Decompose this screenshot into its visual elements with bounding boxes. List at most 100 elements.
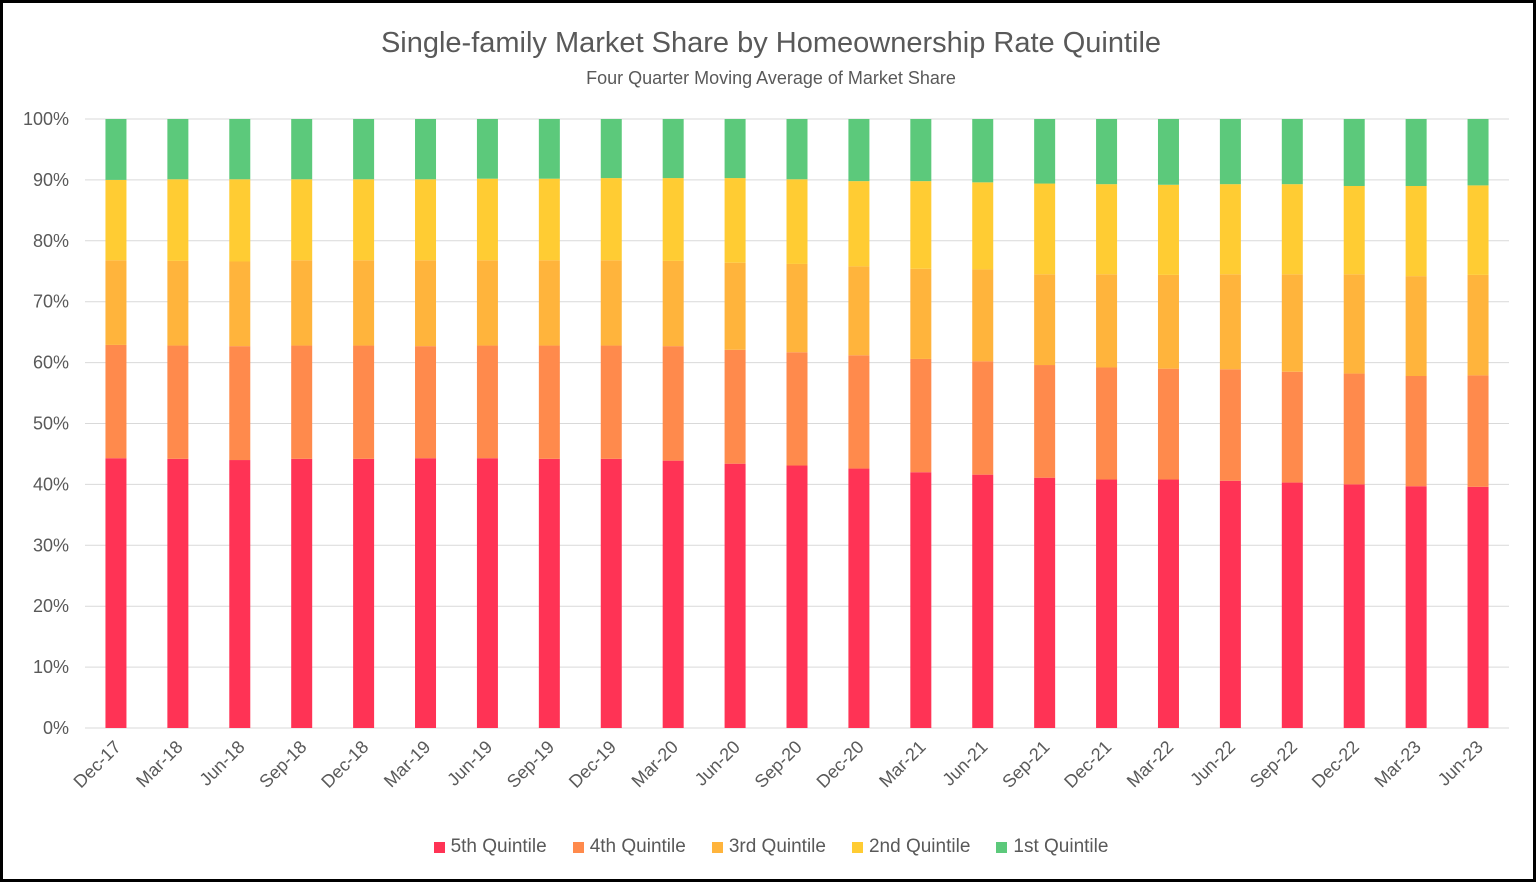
bar-segment — [972, 119, 994, 183]
bar-segment — [1096, 184, 1118, 275]
bar-segment — [1467, 185, 1489, 275]
bar-segment — [1157, 368, 1179, 480]
bar-segment — [538, 458, 560, 728]
bar-segment — [105, 344, 127, 459]
x-tick-label: Jun-21 — [939, 737, 992, 790]
bar-segment — [1034, 477, 1056, 728]
x-tick-label: Mar-23 — [1371, 737, 1425, 791]
bar-segment — [291, 458, 313, 728]
y-tick-label: 10% — [33, 657, 69, 677]
bar-segment — [1467, 274, 1489, 376]
bar-segment — [848, 468, 870, 728]
bar-segment — [291, 260, 313, 346]
bar-segment — [786, 263, 808, 353]
bar-segment — [229, 179, 251, 262]
bar-segment — [415, 179, 437, 261]
bar-segment — [1157, 119, 1179, 185]
bar-segment — [167, 260, 189, 346]
legend-swatch — [572, 841, 584, 853]
legend-item: 4th Quintile — [572, 836, 686, 858]
bar-segment — [167, 345, 189, 459]
bar-segment — [972, 361, 994, 475]
x-tick-label: Mar-18 — [132, 737, 186, 791]
bar-segment — [910, 358, 932, 473]
bar-segment — [724, 349, 746, 464]
y-tick-label: 70% — [33, 292, 69, 312]
bar-segment — [1467, 119, 1489, 186]
bar-segment — [229, 119, 251, 180]
x-tick-label: Mar-22 — [1123, 737, 1177, 791]
x-tick-label: Jun-19 — [443, 737, 496, 790]
bar-segment — [415, 260, 437, 347]
bar-segment — [848, 181, 870, 267]
bar-segment — [662, 346, 684, 461]
bar-segment — [167, 119, 189, 180]
stacked-bar-chart: 0%10%20%30%40%50%60%70%80%90%100%Dec-17 M… — [23, 109, 1509, 792]
bar-segment — [1219, 369, 1241, 481]
legend-swatch — [851, 841, 863, 853]
bar-segment — [724, 119, 746, 179]
bar-segment — [1405, 185, 1427, 277]
legend-item: 2nd Quintile — [851, 836, 970, 858]
bar-segment — [1343, 484, 1365, 728]
bar-segment — [786, 352, 808, 466]
bar-segment — [848, 119, 870, 182]
bar-segment — [415, 346, 437, 459]
chart-legend: 5th Quintile 4th Quintile 3rd Quintile 2nd … — [3, 836, 1536, 858]
bar-segment — [167, 458, 189, 728]
bar-segment — [538, 260, 560, 346]
bar-segment — [1343, 119, 1365, 186]
legend-label: 3rd Quintile — [728, 836, 826, 857]
bar-segment — [600, 260, 622, 346]
bar-segment — [1034, 365, 1056, 478]
legend-label: 5th Quintile — [450, 836, 547, 857]
bar-segment — [291, 179, 313, 261]
bar-segment — [105, 260, 127, 345]
bar-segment — [600, 178, 622, 261]
bar-segment — [1405, 375, 1427, 487]
bar-segment — [1034, 183, 1056, 275]
x-tick-label: Dec-19 — [565, 737, 620, 792]
legend-label: 1st Quintile — [1013, 836, 1109, 857]
bar-segment — [415, 119, 437, 180]
x-tick-label: Sep-20 — [751, 737, 806, 792]
bar-segment — [1281, 371, 1303, 483]
bar-segment — [600, 345, 622, 459]
x-tick-label: Jun-18 — [196, 737, 249, 790]
bar-segment — [1405, 276, 1427, 376]
bar-segment — [848, 266, 870, 356]
x-tick-label: Mar-20 — [628, 737, 682, 791]
bar-segment — [476, 178, 498, 261]
x-tick-label: Dec-21 — [1060, 737, 1115, 792]
x-tick-label: Sep-18 — [255, 737, 310, 792]
x-tick-label: Dec-18 — [317, 737, 372, 792]
bar-segment — [1034, 274, 1056, 366]
bar-segment — [229, 261, 251, 347]
bar-segment — [724, 178, 746, 263]
bar-segment — [105, 119, 127, 180]
bar-segment — [1096, 274, 1118, 368]
chart-subtitle: Four Quarter Moving Average of Market Sh… — [586, 68, 956, 88]
bar-segment — [105, 458, 127, 728]
bar-segment — [972, 269, 994, 362]
bar-segment — [1157, 184, 1179, 275]
bar-segment — [848, 355, 870, 469]
bar-segment — [1096, 367, 1118, 480]
bar-segment — [538, 345, 560, 459]
bar-segment — [786, 119, 808, 180]
bar-segment — [1096, 119, 1118, 185]
bar-segment — [353, 119, 375, 180]
bar-segment — [291, 119, 313, 180]
bar-segment — [1096, 479, 1118, 728]
legend-label: 4th Quintile — [589, 836, 686, 857]
bar-segment — [1219, 119, 1241, 185]
legend-item: 3rd Quintile — [711, 836, 826, 858]
bar-segment — [1281, 274, 1303, 372]
bar-segment — [415, 458, 437, 728]
legend-item: 1st Quintile — [996, 836, 1108, 858]
bar-segment — [1281, 119, 1303, 185]
x-tick-label: Mar-21 — [875, 737, 929, 791]
y-tick-label: 80% — [33, 231, 69, 251]
y-tick-label: 30% — [33, 535, 69, 555]
